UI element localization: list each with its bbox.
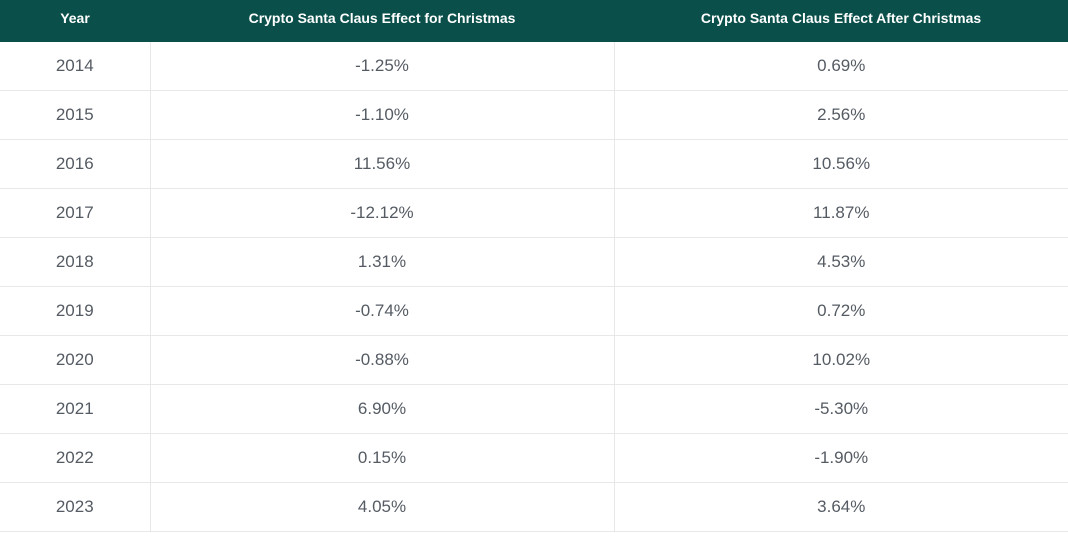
table-body: 2014 -1.25% 0.69% 2015 -1.10% 2.56% 2016 11.56%… xyxy=(0,42,1068,532)
table-row: 2021 6.90% -5.30% xyxy=(0,384,1068,434)
value-cell: 4.53% xyxy=(613,237,1068,287)
table-row: 2019 -0.74% 0.72% xyxy=(0,286,1068,336)
value-cell: -0.88% xyxy=(149,335,614,385)
value-cell: 3.64% xyxy=(613,482,1068,532)
value-cell: 0.72% xyxy=(613,286,1068,336)
table-row: 2016 11.56% 10.56% xyxy=(0,139,1068,189)
header-row: Year Crypto Santa Claus Effect for Christ… xyxy=(0,0,1068,42)
value-cell: 1.31% xyxy=(149,237,614,287)
value-cell: 10.02% xyxy=(613,335,1068,385)
year-cell: 2022 xyxy=(0,433,150,483)
year-cell: 2021 xyxy=(0,384,150,434)
value-cell: 6.90% xyxy=(149,384,614,434)
year-cell: 2020 xyxy=(0,335,150,385)
value-cell: 11.87% xyxy=(613,188,1068,238)
table-row: 2018 1.31% 4.53% xyxy=(0,237,1068,287)
table-row: 2020 -0.88% 10.02% xyxy=(0,335,1068,385)
year-cell: 2018 xyxy=(0,237,150,287)
year-cell: 2016 xyxy=(0,139,150,189)
header-cell: Crypto Santa Claus Effect After Christma… xyxy=(614,0,1068,42)
value-cell: -0.74% xyxy=(149,286,614,336)
year-cell: 2019 xyxy=(0,286,150,336)
value-cell: -12.12% xyxy=(149,188,614,238)
table-row: 2014 -1.25% 0.69% xyxy=(0,42,1068,91)
value-cell: 0.69% xyxy=(613,42,1068,91)
value-cell: 4.05% xyxy=(149,482,614,532)
year-cell: 2015 xyxy=(0,90,150,140)
year-cell: 2014 xyxy=(0,42,150,91)
table-row: 2017 -12.12% 11.87% xyxy=(0,188,1068,238)
table-row: 2015 -1.10% 2.56% xyxy=(0,90,1068,140)
value-cell: 0.15% xyxy=(149,433,614,483)
value-cell: -1.90% xyxy=(613,433,1068,483)
value-cell: -1.25% xyxy=(149,42,614,91)
header-cell: Crypto Santa Claus Effect for Christmas xyxy=(150,0,614,42)
year-cell: 2023 xyxy=(0,482,150,532)
value-cell: 2.56% xyxy=(613,90,1068,140)
value-cell: 10.56% xyxy=(613,139,1068,189)
table-row: 2023 4.05% 3.64% xyxy=(0,482,1068,532)
table-row: 2022 0.15% -1.90% xyxy=(0,433,1068,483)
year-cell: 2017 xyxy=(0,188,150,238)
value-cell: -1.10% xyxy=(149,90,614,140)
header-cell: Year xyxy=(0,0,150,42)
value-cell: 11.56% xyxy=(149,139,614,189)
value-cell: -5.30% xyxy=(613,384,1068,434)
